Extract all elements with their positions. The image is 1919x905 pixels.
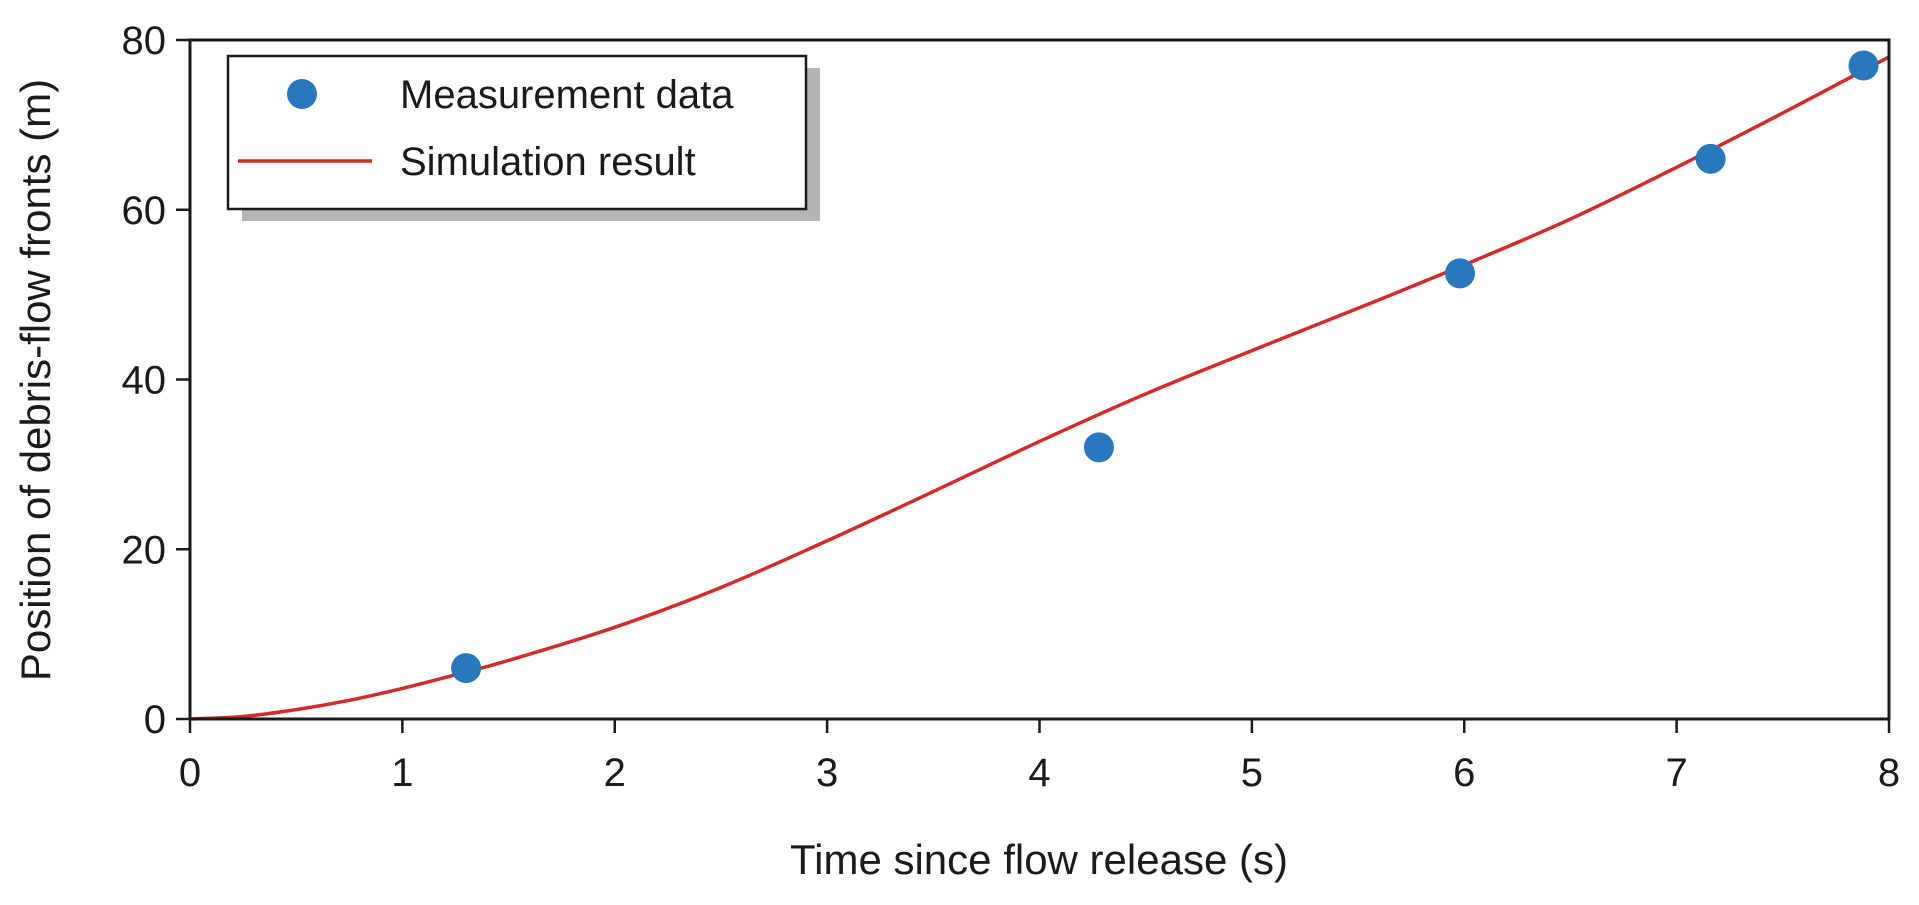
- x-axis-title: Time since flow release (s): [790, 836, 1288, 883]
- x-tick-label: 1: [391, 751, 413, 795]
- x-tick-label: 3: [816, 751, 838, 795]
- y-tick-label: 80: [122, 19, 167, 63]
- plot-series: [189, 50, 1890, 721]
- y-axis-title: Position of debris-flow fronts (m): [12, 79, 59, 681]
- x-tick-label: 8: [1878, 751, 1900, 795]
- measurement-point: [451, 653, 482, 684]
- y-axis-ticks: 0 20 40 60 80: [122, 19, 190, 742]
- measurement-point: [1083, 432, 1114, 463]
- x-tick-label: 5: [1241, 751, 1263, 795]
- measurement-point: [1695, 143, 1726, 174]
- y-tick-label: 0: [144, 698, 166, 742]
- measurement-point: [1445, 258, 1476, 289]
- y-tick-label: 20: [122, 528, 167, 572]
- legend-marker-measurement: [287, 79, 317, 109]
- x-tick-label: 0: [179, 751, 201, 795]
- x-tick-label: 2: [604, 751, 626, 795]
- plot-frame: [188, 38, 1891, 721]
- y-tick-label: 60: [122, 189, 167, 233]
- legend-box: [226, 54, 808, 211]
- legend-label-simulation: Simulation result: [400, 140, 696, 184]
- simulation-result-line: [189, 55, 1890, 721]
- x-tick-label: 7: [1666, 751, 1688, 795]
- x-tick-label: 4: [1028, 751, 1050, 795]
- y-tick-label: 40: [122, 359, 167, 403]
- legend-label-measurement: Measurement data: [400, 73, 734, 117]
- x-axis-ticks: 0 1 2 3 4 5 6 7 8: [179, 719, 1900, 795]
- x-tick-label: 6: [1453, 751, 1475, 795]
- legend: Measurement data Simulation result: [226, 54, 820, 221]
- measurement-point: [1848, 50, 1879, 81]
